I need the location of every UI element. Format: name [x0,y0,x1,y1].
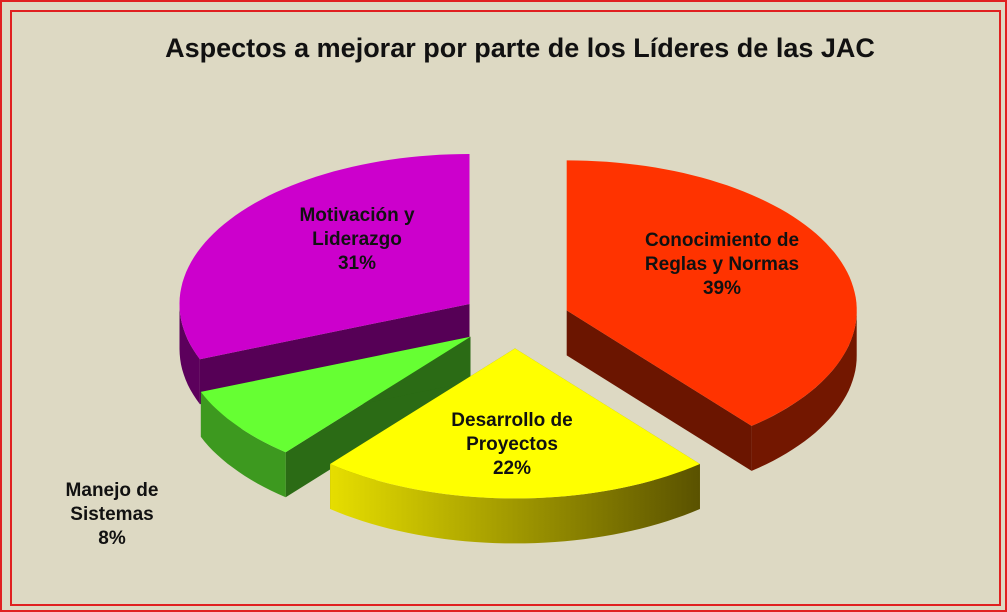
value-label: 8% [98,528,126,549]
category-label: Motivación y Liderazgo [299,205,415,250]
slice-top [200,336,471,453]
slice-top [330,348,700,499]
slice-label: Conocimiento de Reglas y Normas 39% [617,229,827,301]
slice-top [566,160,857,426]
pie-slice [200,336,471,498]
value-label: 31% [337,253,377,274]
pie-slice [330,348,700,544]
value-label: 39% [702,278,742,299]
value-label: 22% [492,458,532,479]
slice-wall [200,391,286,498]
slice-label: Desarrollo de Proyectos 22% [422,409,602,481]
pie-slice [566,160,857,471]
slice-label: Manejo de Sistemas 8% [42,479,182,551]
slice-wall [179,304,200,405]
slice-wall [751,310,857,471]
slice-label: Motivación y Liderazgo 31% [277,204,437,276]
chart-title: Aspectos a mejorar por parte de los Líde… [165,33,875,63]
category-label: Manejo de Sistemas [65,480,159,525]
category-label: Conocimiento de Reglas y Normas [644,230,800,275]
category-label: Desarrollo de Proyectos [451,410,573,455]
slice-radial-face [566,310,752,471]
slice-wall [330,464,700,544]
inner-border [10,10,1001,606]
slice-top [179,154,470,360]
